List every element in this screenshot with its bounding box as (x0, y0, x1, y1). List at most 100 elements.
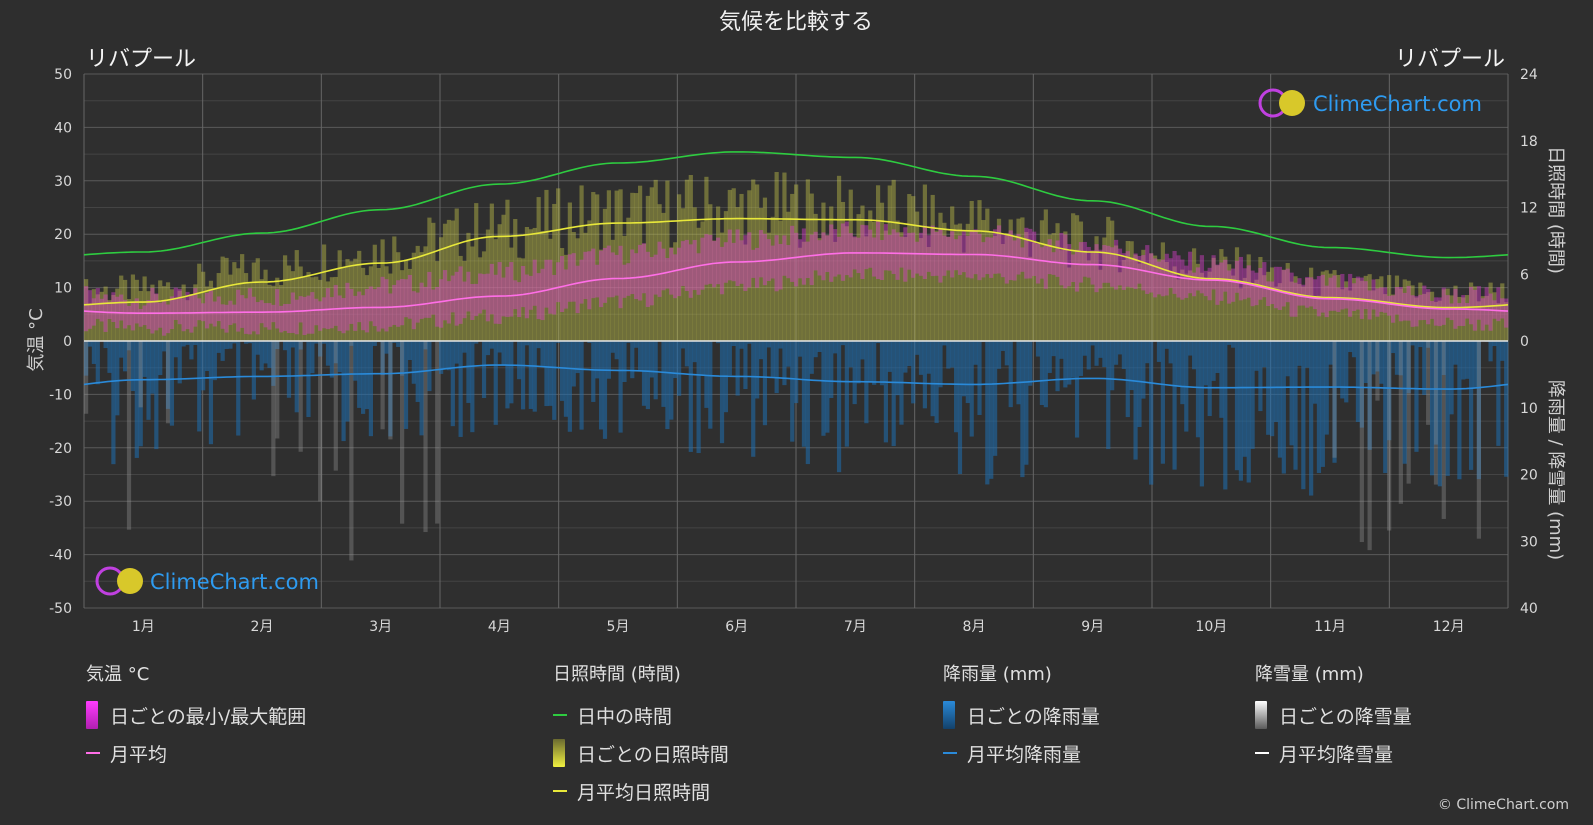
sunshine-daily-bar (829, 206, 834, 341)
temp-range-bar (134, 298, 139, 324)
temp-range-bar (836, 236, 842, 275)
sunshine-daily-bar (602, 208, 608, 341)
temp-range-bar (645, 251, 650, 307)
sunshine-daily-bar (201, 271, 206, 341)
y-left-tick-label: -20 (49, 441, 72, 457)
rain-daily-bar (1363, 341, 1368, 384)
sunshine-daily-bar (154, 294, 159, 341)
sunshine-daily-bar (1394, 275, 1400, 341)
temp-range-bar (1227, 270, 1232, 304)
sunshine-daily-bar (1309, 267, 1314, 341)
rain-daily-bar (345, 341, 350, 422)
rain-daily-bar (985, 341, 990, 485)
y-right-top-tick-label: 18 (1520, 134, 1538, 150)
temp-range-bar (914, 241, 920, 274)
sunshine-daily-bar (1176, 279, 1181, 341)
sunshine-daily-bar (1367, 274, 1372, 341)
rain-daily-bar (1102, 341, 1107, 368)
rain-daily-bar (1390, 341, 1396, 354)
sunshine-daily-bar (954, 224, 959, 341)
sunshine-daily-bar (501, 214, 506, 341)
rain-daily-bar (1059, 341, 1064, 359)
watermark-top: ClimeChart.com (1258, 88, 1482, 118)
sunshine-daily-bar (1289, 281, 1294, 341)
rain-daily-bar (563, 341, 569, 417)
rain-daily-bar (380, 341, 385, 376)
sunshine-daily-bar (439, 237, 444, 341)
rain-daily-bar (271, 341, 276, 386)
rain-daily-bar (1090, 341, 1095, 346)
rain-daily-bar (1246, 341, 1251, 483)
snow-daily-swatch (1255, 701, 1267, 729)
sunshine-daily-bar (1231, 275, 1236, 341)
rain-daily-bar (571, 341, 576, 387)
sunshine-daily-bar (813, 213, 818, 341)
sunshine-daily-bar (1199, 272, 1204, 341)
temp-range-bar (275, 289, 280, 329)
sunshine-daily-bar (747, 190, 752, 341)
temp-range-bar (1496, 287, 1501, 322)
rain-daily-bar (630, 341, 635, 379)
rain-daily-bar (618, 341, 623, 433)
rain-daily-bar (614, 341, 619, 360)
daylight-swatch (553, 714, 567, 716)
rain-daily-bar (1125, 341, 1130, 418)
temp-range-bar (360, 295, 366, 331)
sunshine-daily-bar (1219, 249, 1224, 341)
snow-daily-bar (275, 341, 280, 439)
rain-daily-bar (123, 341, 128, 372)
rain-daily-bar (306, 341, 311, 417)
temp-range-bar (1254, 272, 1259, 306)
x-tick-label: 4月 (488, 619, 511, 635)
temp-range-bar (407, 274, 413, 319)
rain-daily-bar (790, 341, 795, 442)
temp-range-bar (1410, 295, 1415, 327)
temp-range-bar (786, 245, 791, 279)
rain-daily-bar (423, 341, 428, 350)
y-right-top-tick-label: 0 (1520, 334, 1529, 350)
rain-daily-bar (1207, 341, 1212, 417)
sunshine-daily-bar (1102, 237, 1107, 341)
temp-range-bar (1082, 241, 1087, 277)
location-right: リバプール (1395, 47, 1505, 72)
rain-daily-bar (509, 341, 514, 404)
rain-daily-bar (329, 341, 334, 378)
sunshine-daily-bar (673, 242, 678, 341)
temp-range-bar (977, 233, 982, 281)
temp-range-bar (470, 283, 475, 320)
rain-daily-bar (1441, 341, 1446, 375)
rain-daily-bar (1055, 341, 1060, 392)
sunshine-daily-bar (1156, 259, 1162, 341)
rain-daily-bar (1332, 341, 1337, 463)
snow-daily-bar (435, 341, 440, 524)
temp-range-bar (380, 276, 385, 329)
sunshine-daily-bar (368, 266, 374, 341)
temp-range-bar (388, 293, 393, 327)
rain-daily-bar (220, 341, 225, 361)
rain-daily-bar (844, 341, 849, 447)
sunshine-daily-bar (251, 262, 256, 341)
sunshine-daily-bar (1141, 249, 1146, 341)
rain-daily-bar (1273, 341, 1279, 423)
rain-daily-bar (946, 341, 951, 369)
rain-daily-bar (914, 341, 920, 355)
temp-range-bar (973, 229, 978, 275)
sunshine-daily-bar (1071, 213, 1076, 341)
sunshine-daily-bar (973, 230, 978, 341)
rain-daily-bar (1242, 341, 1247, 457)
sunshine-daily-bar (1047, 234, 1052, 341)
temp-range-bar (1223, 259, 1228, 292)
temp-range-bar (298, 296, 303, 323)
rain-daily-bar (567, 341, 572, 432)
rain-daily-bar (575, 341, 580, 374)
rain-daily-bar (610, 341, 615, 353)
sunshine-daily-bar (1363, 275, 1368, 341)
rain-daily-bar (755, 341, 760, 399)
sunshine-daily-bar (1000, 244, 1006, 341)
rain-daily-bar (267, 341, 272, 368)
rain-daily-bar (1149, 341, 1154, 485)
sunshine-daily-bar (185, 300, 190, 341)
rain-daily-bar (875, 341, 881, 344)
temp-range-bar (1461, 295, 1466, 326)
legend-snow-avg: 月平均降雪量 (1255, 734, 1412, 772)
